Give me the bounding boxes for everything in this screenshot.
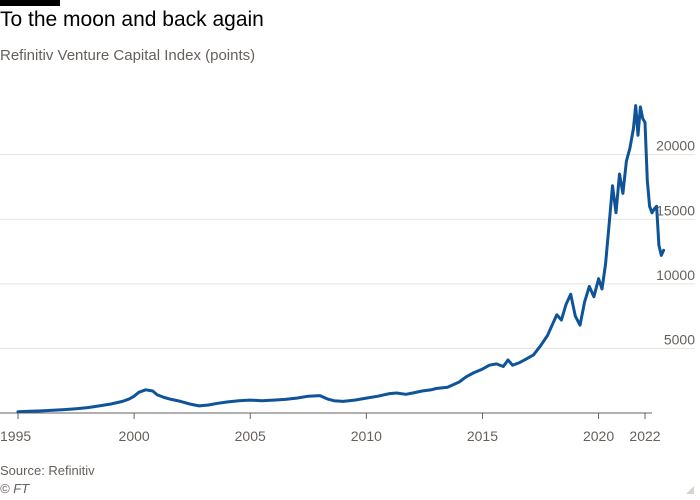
chart-subtitle: Refinitiv Venture Capital Index (points) — [0, 47, 256, 64]
x-tick-label: 2022 — [629, 428, 660, 444]
ft-credit: © FT — [0, 481, 30, 496]
ft-top-bar — [0, 0, 60, 6]
x-tick-label: 2000 — [119, 428, 150, 444]
x-tick-label: 2020 — [583, 428, 614, 444]
series-line — [16, 104, 666, 414]
series-layer — [16, 104, 666, 414]
x-tick-label: 2005 — [235, 428, 266, 444]
y-tick-label: 15000 — [656, 202, 695, 218]
source-note: Source: Refinitiv — [0, 463, 95, 478]
y-tick-label: 20000 — [656, 138, 695, 154]
corner-mark — [686, 486, 694, 494]
y-tick-label: 5000 — [664, 331, 695, 347]
x-axis-labels: 1995 2000 2005 2010 2015 2020 2022 — [0, 428, 661, 444]
x-axis — [0, 412, 652, 419]
chart-title: To the moon and back again — [0, 8, 264, 31]
x-tick-label: 2010 — [351, 428, 382, 444]
x-tick-label: 1995 — [0, 428, 31, 444]
gridlines — [0, 154, 695, 349]
y-tick-label: 10000 — [656, 267, 695, 283]
chart-area: 5000 10000 15000 20000 1995 2000 2005 2010 2015… — [0, 104, 695, 444]
x-tick-label: 2015 — [467, 428, 498, 444]
y-axis-labels: 5000 10000 15000 20000 — [656, 138, 695, 348]
